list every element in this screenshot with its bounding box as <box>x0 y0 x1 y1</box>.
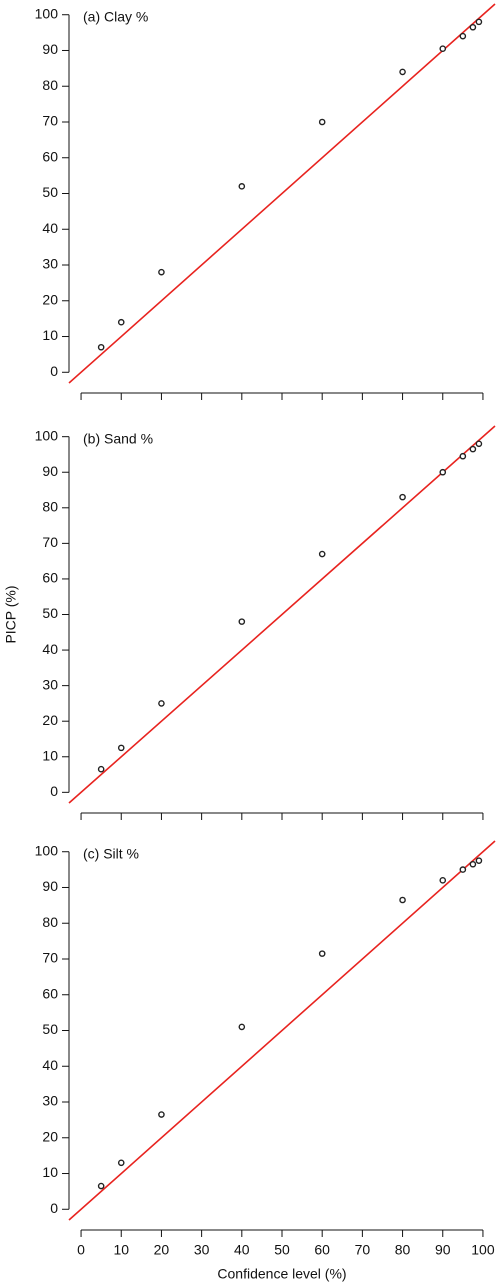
y-tick-label: 0 <box>50 1200 58 1216</box>
y-tick-label: 70 <box>42 113 58 129</box>
y-tick-label: 60 <box>42 570 58 586</box>
y-tick-label: 30 <box>42 1093 58 1109</box>
data-point <box>439 45 447 52</box>
panel-title: (a) Clay % <box>83 9 148 25</box>
data-point <box>238 1023 246 1031</box>
data-point <box>117 318 125 326</box>
data-point <box>399 68 406 76</box>
data-point <box>469 860 477 868</box>
y-tick-label: 80 <box>42 914 58 930</box>
data-point <box>469 445 477 453</box>
data-point <box>158 268 165 276</box>
data-point <box>117 744 125 752</box>
data-point <box>117 1159 125 1167</box>
data-point <box>469 23 477 31</box>
data-point <box>158 700 165 707</box>
data-point <box>399 493 406 501</box>
data-point <box>459 452 467 460</box>
identity-line <box>68 3 496 384</box>
identity-line <box>68 425 496 804</box>
y-tick-label: 50 <box>42 184 58 200</box>
y-tick-label: 90 <box>42 878 58 894</box>
x-tick-label: 80 <box>395 1242 411 1258</box>
data-point <box>439 468 447 476</box>
panel-title: (b) Sand % <box>83 431 153 447</box>
data-point <box>475 440 483 448</box>
y-tick-label: 30 <box>42 676 58 692</box>
y-tick-label: 10 <box>42 1164 58 1180</box>
x-tick-label: 70 <box>355 1242 371 1258</box>
y-tick-label: 70 <box>42 534 58 550</box>
y-tick-label: 10 <box>42 747 58 763</box>
y-tick-label: 80 <box>42 499 58 515</box>
y-tick-label: 20 <box>42 291 58 307</box>
data-point <box>97 343 105 351</box>
y-tick-label: 80 <box>42 77 58 93</box>
y-tick-label: 40 <box>42 641 58 657</box>
x-tick-label: 10 <box>113 1242 129 1258</box>
y-tick-label: 70 <box>42 950 58 966</box>
data-point <box>475 18 483 26</box>
y-tick-label: 0 <box>50 783 58 799</box>
y-tick-label: 100 <box>35 5 59 21</box>
data-point <box>318 550 326 558</box>
x-tick-label: 0 <box>77 1242 85 1258</box>
data-point <box>158 1111 165 1118</box>
data-point <box>475 857 483 864</box>
x-tick-label: 50 <box>274 1242 290 1258</box>
panel-title: (c) Silt % <box>83 846 139 862</box>
data-point <box>318 118 326 126</box>
x-tick-label: 30 <box>194 1242 210 1258</box>
data-point <box>439 877 447 884</box>
identity-line <box>68 840 496 1221</box>
y-tick-label: 10 <box>42 327 58 343</box>
data-point <box>97 1182 105 1190</box>
data-point <box>399 896 406 904</box>
y-tick-label: 20 <box>42 1128 58 1144</box>
y-axis-label: PICP (%) <box>3 585 19 643</box>
data-point <box>459 32 467 40</box>
x-tick-label: 60 <box>314 1242 330 1258</box>
x-tick-label: 90 <box>435 1242 451 1258</box>
y-tick-label: 20 <box>42 712 58 728</box>
y-tick-label: 40 <box>42 1057 58 1073</box>
y-tick-label: 30 <box>42 256 58 272</box>
y-tick-label: 90 <box>42 463 58 479</box>
y-tick-label: 50 <box>42 1021 58 1037</box>
data-point <box>97 765 105 773</box>
y-tick-label: 40 <box>42 220 58 236</box>
data-point <box>238 618 246 625</box>
data-point <box>459 866 467 873</box>
y-tick-label: 100 <box>35 842 59 858</box>
x-axis-label: Confidence level (%) <box>217 1266 346 1282</box>
x-tick-label: 100 <box>471 1242 495 1258</box>
y-tick-label: 50 <box>42 605 58 621</box>
y-tick-label: 90 <box>42 41 58 57</box>
data-point <box>318 950 326 957</box>
data-point <box>238 183 246 190</box>
y-tick-label: 0 <box>50 363 58 379</box>
y-tick-label: 60 <box>42 985 58 1001</box>
x-tick-label: 20 <box>154 1242 170 1258</box>
y-tick-label: 60 <box>42 148 58 164</box>
x-tick-label: 40 <box>234 1242 250 1258</box>
y-tick-label: 100 <box>35 427 59 443</box>
